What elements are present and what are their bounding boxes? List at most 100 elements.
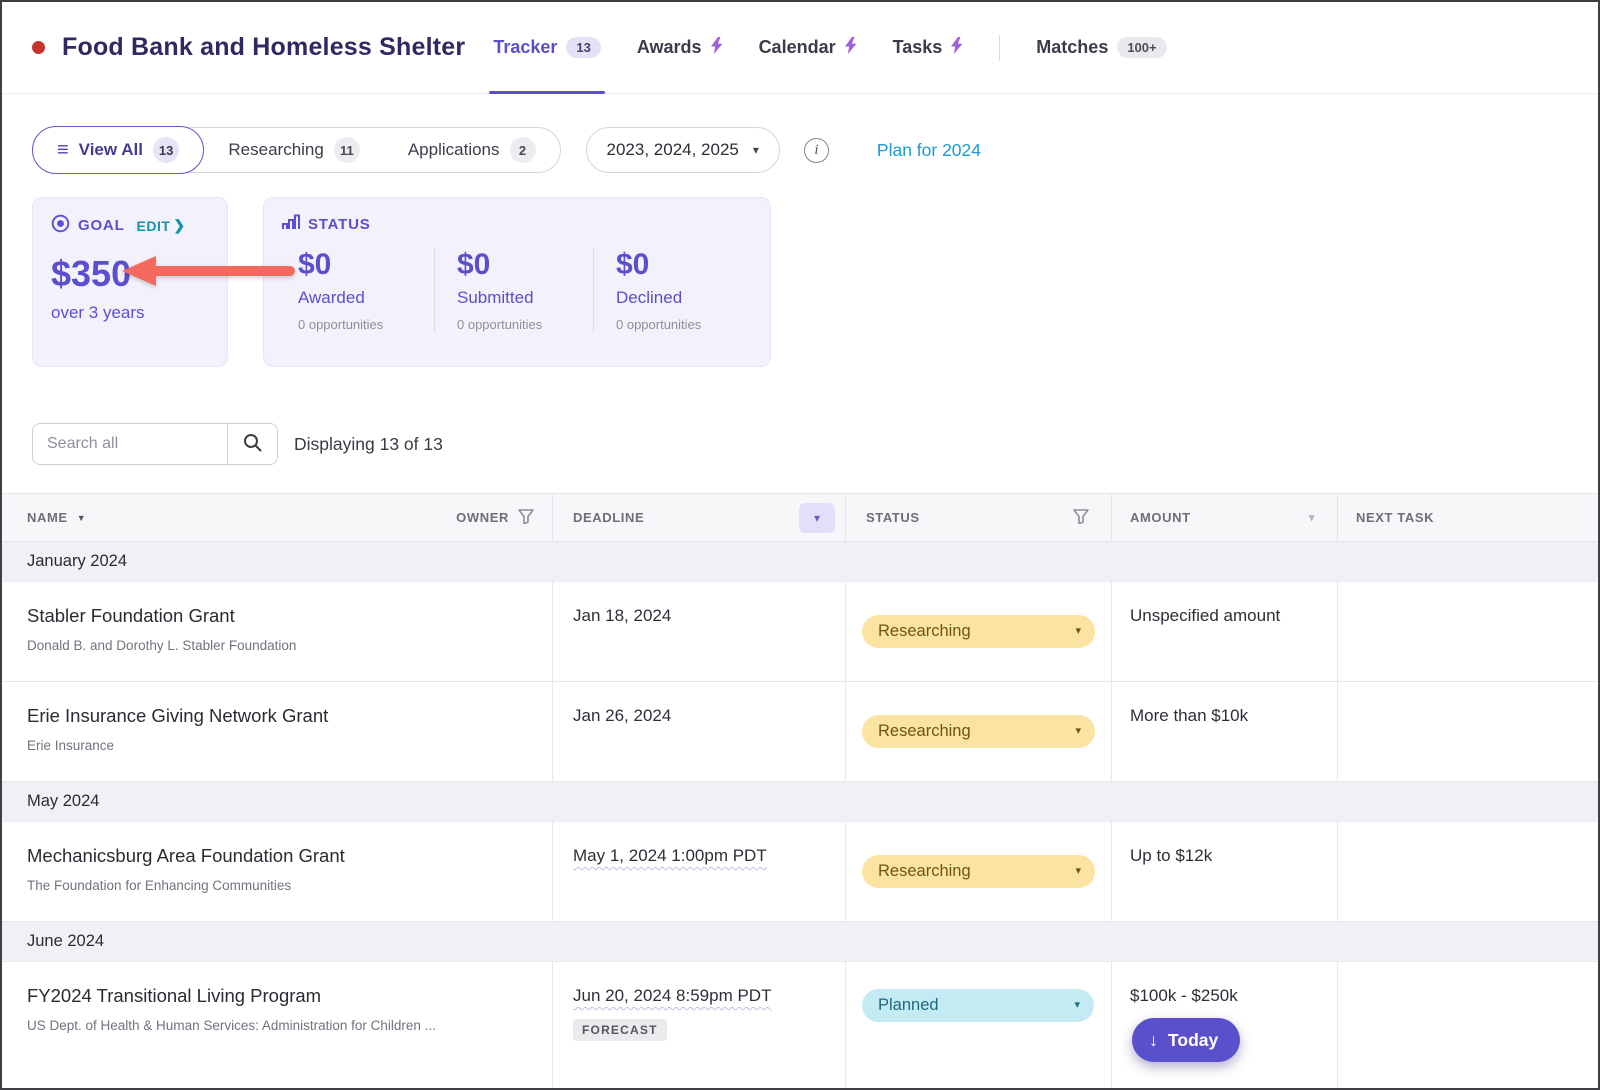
status-badge[interactable]: Researching ▾ (862, 615, 1095, 648)
plan-for-2024-link[interactable]: Plan for 2024 (876, 139, 982, 160)
year-filter-dropdown[interactable]: 2023, 2024, 2025 ▾ (585, 127, 780, 173)
header-cell-status: STATUS (846, 494, 1112, 541)
header-cell-amount: AMOUNT ▾ (1112, 494, 1338, 541)
sort-caret-icon: ▼ (76, 512, 87, 523)
filter-funnel-icon (518, 508, 534, 527)
declined-sub: 0 opportunities (616, 317, 702, 332)
today-button[interactable]: ↓ Today (1132, 1018, 1241, 1062)
cell-deadline: Jan 18, 2024 (553, 582, 846, 681)
status-col-awarded: $0 Awarded 0 opportunities (282, 248, 434, 332)
grant-funder: The Foundation for Enhancing Communities (27, 878, 292, 893)
status-badge[interactable]: Planned ▾ (862, 989, 1094, 1022)
applications-count-badge: 2 (509, 137, 536, 163)
owner-column-label: OWNER (456, 510, 509, 525)
status-chart-icon (282, 214, 300, 234)
status-card-title: STATUS (308, 215, 371, 233)
group-row-june-2024: June 2024 (2, 922, 1598, 962)
grant-name[interactable]: FY2024 Transitional Living Program (27, 985, 322, 1006)
annotation-arrow (122, 256, 295, 286)
awarded-amount: $0 (298, 248, 332, 281)
chevron-right-icon: ❯ (173, 217, 186, 233)
filter-funnel-icon[interactable] (1073, 508, 1089, 527)
grant-name[interactable]: Stabler Foundation Grant (27, 605, 235, 626)
name-column-sort[interactable]: NAME ▼ (27, 510, 86, 525)
deadline-column-label: DEADLINE (573, 510, 645, 525)
caret-down-icon: ▾ (1075, 865, 1081, 877)
group-row-january-2024: January 2024 (2, 542, 1598, 582)
tracker-count-badge: 13 (566, 36, 601, 59)
cell-deadline: Jan 26, 2024 (553, 682, 846, 781)
grant-funder: Donald B. and Dorothy L. Stabler Foundat… (27, 638, 297, 653)
tab-tracker[interactable]: Tracker 13 (489, 2, 605, 94)
deadline-filter-button[interactable]: ▾ (799, 502, 835, 533)
filter-researching[interactable]: Researching 11 (204, 127, 383, 173)
awarded-sub: 0 opportunities (298, 317, 384, 332)
search-icon (243, 433, 262, 455)
deadline-text: May 1, 2024 1:00pm PDT (573, 846, 767, 865)
tab-calendar-label: Calendar (758, 37, 836, 57)
tab-awards[interactable]: Awards (637, 2, 723, 93)
tab-tasks[interactable]: Tasks (893, 2, 964, 93)
search-input[interactable] (32, 423, 228, 465)
table-row[interactable]: Mechanicsburg Area Foundation Grant The … (2, 822, 1598, 922)
group-label: May 2024 (27, 792, 100, 810)
search-row: Displaying 13 of 13 (2, 367, 1598, 465)
project-title: Food Bank and Homeless Shelter (62, 33, 466, 61)
info-icon[interactable]: i (803, 137, 829, 163)
cell-amount: Unspecified amount (1112, 582, 1338, 681)
view-filter-group: ≡ View All 13 Researching 11 Application… (32, 126, 561, 174)
lightning-icon (951, 36, 963, 59)
goal-subtitle: over 3 years (51, 303, 145, 322)
name-column-label: NAME (27, 510, 68, 525)
view-all-count-badge: 13 (152, 137, 180, 163)
caret-down-icon[interactable]: ▾ (1308, 512, 1315, 524)
table-row[interactable]: FY2024 Transitional Living Program US De… (2, 962, 1598, 1088)
awarded-label: Awarded (298, 288, 365, 307)
submitted-sub: 0 opportunities (457, 317, 543, 332)
cell-deadline: May 1, 2024 1:00pm PDT (553, 822, 846, 921)
grant-name[interactable]: Mechanicsburg Area Foundation Grant (27, 845, 345, 866)
owner-column-filter[interactable]: OWNER (456, 508, 534, 527)
grant-funder: US Dept. of Health & Human Services: Adm… (27, 1018, 436, 1033)
amount-column-label: AMOUNT (1130, 510, 1191, 525)
header-cell-next-task: NEXT TASK (1338, 494, 1598, 541)
tab-tasks-label: Tasks (892, 37, 943, 57)
tab-tracker-label: Tracker (493, 37, 558, 57)
cell-name: Mechanicsburg Area Foundation Grant The … (2, 822, 553, 921)
submitted-label: Submitted (457, 288, 534, 307)
deadline-text: Jun 20, 2024 8:59pm PDT (573, 986, 772, 1005)
status-badge-label: Planned (878, 996, 939, 1014)
grant-name[interactable]: Erie Insurance Giving Network Grant (27, 705, 329, 726)
caret-down-icon: ▾ (1075, 725, 1081, 737)
tab-awards-label: Awards (636, 37, 702, 57)
goal-edit-link[interactable]: EDIT ❯ (137, 217, 186, 234)
filter-view-all-label: View All (78, 140, 143, 159)
tab-matches[interactable]: Matches 100+ (1036, 2, 1167, 93)
opportunities-table: NAME ▼ OWNER DEADLINE ▾ STATUS AMOUNT (2, 493, 1598, 1088)
filter-view-all[interactable]: ≡ View All 13 (32, 126, 205, 174)
status-column-label: STATUS (866, 510, 920, 525)
status-badge[interactable]: Researching ▾ (862, 715, 1095, 748)
researching-count-badge: 11 (333, 137, 360, 163)
cell-status: Researching ▾ (846, 822, 1112, 921)
goal-card-title: GOAL (78, 217, 125, 234)
tab-calendar[interactable]: Calendar (759, 2, 857, 93)
status-badge[interactable]: Researching ▾ (862, 855, 1095, 888)
status-card: STATUS $0 Awarded 0 opportunities $0 Sub… (263, 197, 771, 367)
table-row[interactable]: Stabler Foundation Grant Donald B. and D… (2, 582, 1598, 682)
cell-amount: $100k - $250k (1112, 962, 1338, 1088)
table-row[interactable]: Erie Insurance Giving Network Grant Erie… (2, 682, 1598, 782)
submitted-amount: $0 (457, 248, 491, 281)
cell-status: Researching ▾ (846, 582, 1112, 681)
result-count: Displaying 13 of 13 (294, 433, 443, 454)
filter-applications[interactable]: Applications 2 (384, 127, 560, 173)
search-button[interactable] (228, 423, 278, 465)
main-nav: Tracker 13 Awards Calendar Tasks Matches… (489, 2, 1167, 94)
deadline-text: Jan 26, 2024 (573, 706, 672, 725)
cell-deadline: Jun 20, 2024 8:59pm PDT FORECAST (553, 962, 846, 1088)
nav-divider (999, 34, 1001, 61)
today-button-label: Today (1168, 1029, 1219, 1050)
status-badge-label: Researching (878, 722, 971, 740)
status-badge-label: Researching (878, 862, 971, 880)
